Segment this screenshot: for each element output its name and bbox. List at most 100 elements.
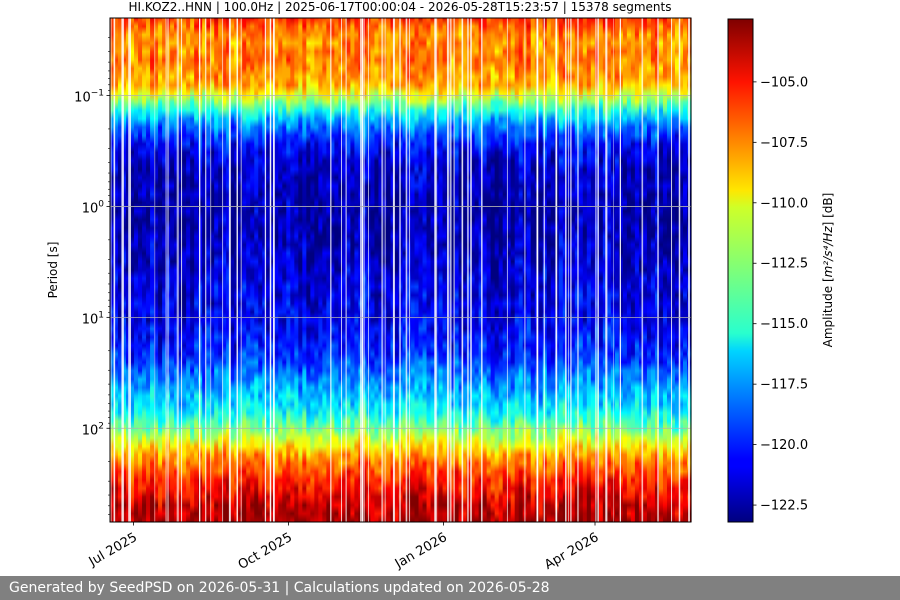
heatmap-column [650,18,656,522]
data-gap [570,18,572,522]
data-gap [688,18,690,522]
y-tick-label: 102 [82,421,104,438]
colorbar-tick-label: −110.0 [760,196,808,211]
data-gap [405,18,408,522]
heatmap-column [666,18,672,522]
y-tick-label: 10−1 [74,89,104,106]
data-gap [408,18,411,522]
data-gap [368,18,369,522]
y-tick-label: 101 [82,310,104,327]
heatmap-column [498,18,504,522]
heatmap-column [562,18,568,522]
heatmap-column [622,18,628,522]
data-gap [113,18,116,522]
data-gap [568,18,569,522]
heatmap-column [386,18,392,522]
colorbar-tick-label: −107.5 [760,136,808,151]
heatmap-column [122,18,127,522]
heatmap-column [158,18,163,522]
plot-frame [109,17,692,523]
data-gap [236,18,238,522]
heatmap-column [118,18,123,522]
heatmap-column [246,18,251,522]
data-gap [447,18,449,522]
heatmap-column [202,18,207,522]
heatmap-column [290,18,295,522]
heatmap-column [162,18,167,522]
data-gap [272,18,275,522]
data-gap [481,18,483,522]
heatmap-column [598,18,604,522]
heatmap-column [422,18,428,522]
data-gap [470,18,472,522]
data-gap [165,18,167,522]
psd-heatmap [110,18,692,522]
heatmap-column [182,18,187,522]
heatmap-column [314,18,319,522]
colorbar [727,18,754,523]
heatmap-column [582,18,588,522]
heatmap-column [142,18,147,522]
data-gap [536,18,539,522]
heatmap-column [298,18,303,522]
heatmap-column [258,18,263,522]
heatmap-column [454,18,460,522]
heatmap-column [458,18,464,522]
heatmap-column [318,18,323,522]
data-gap [619,18,621,522]
heatmap-column [322,18,327,522]
heatmap-column [614,18,620,522]
heatmap-column [410,18,416,522]
colorbar-tick-label: −115.0 [760,317,808,332]
heatmap-column [490,18,496,522]
data-gap [524,18,526,522]
heatmap-column [378,18,384,522]
data-gap [154,18,156,522]
x-tick-label: Jul 2025 [86,530,140,570]
data-gap [434,18,436,522]
data-gap [341,18,342,522]
heatmap-column [214,18,219,522]
heatmap-column [294,18,299,522]
data-gap [543,18,546,522]
data-gap [595,18,597,522]
heatmap-column [574,18,580,522]
heatmap-column [134,18,139,522]
heatmap-column [510,18,516,522]
data-gap [605,18,607,522]
y-axis: 10−1 100 101 102 [74,37,110,515]
heatmap-column [418,18,424,522]
heatmap-column [178,18,183,522]
heatmap-column [594,18,600,522]
heatmap-column [626,18,632,522]
heatmap-column [154,18,159,522]
heatmap-column [558,18,564,522]
heatmap-column [266,18,271,522]
heatmap-column [326,18,331,522]
heatmap-column [218,18,223,522]
heatmap-column [130,18,135,522]
data-gap [265,18,267,522]
footer-text: Generated by SeedPSD on 2026-05-31 | Cal… [9,580,550,596]
heatmap-column [470,18,476,522]
heatmap-column [170,18,175,522]
x-tick-label: Apr 2026 [542,530,601,573]
heatmap-column [190,18,195,522]
heatmap-column [338,18,343,522]
heatmap-column [238,18,243,522]
heatmap-column [150,18,155,522]
data-gap [605,18,608,522]
data-gap [597,18,599,522]
heatmap-column [278,18,283,522]
heatmap-column [222,18,227,522]
colorbar-ticks: −105.0 −107.5 −110.0 −112.5 −115.0 −117.5 −120… [753,75,808,514]
data-gap [345,18,347,522]
heatmap-column [138,18,143,522]
data-gap [678,18,681,522]
heatmap-column [658,18,664,522]
heatmap-column [394,18,400,522]
heatmap-column [586,18,592,522]
heatmap-column [194,18,199,522]
heatmap-column [506,18,512,522]
heatmap-column [630,18,636,522]
